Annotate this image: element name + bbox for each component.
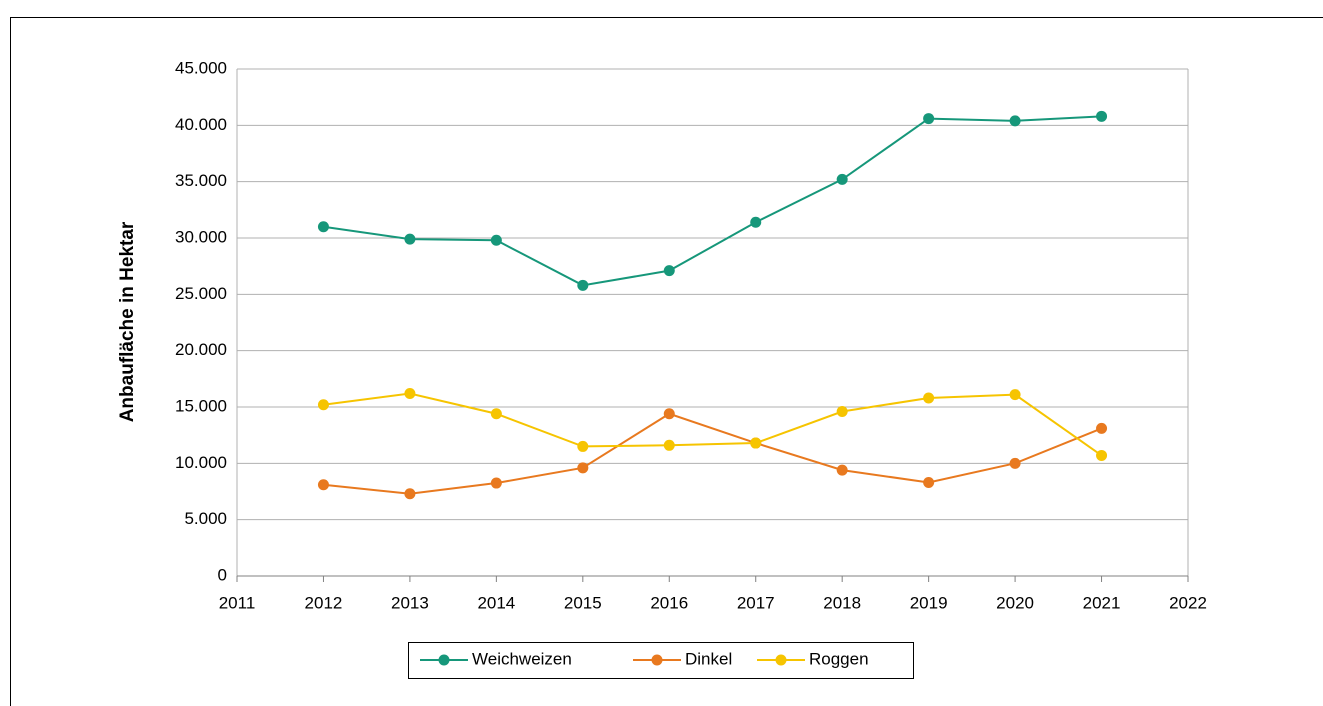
point	[663, 439, 675, 451]
point	[923, 113, 935, 125]
point	[663, 265, 675, 277]
point	[404, 387, 416, 399]
point	[1096, 422, 1108, 434]
y-tick-label: 5.000	[184, 509, 227, 528]
x-tick-label: 2012	[305, 593, 343, 612]
point	[1096, 449, 1108, 461]
x-tick-label: 2014	[477, 593, 515, 612]
x-tick-label: 2021	[1083, 593, 1121, 612]
point	[317, 479, 329, 491]
point	[923, 476, 935, 488]
point	[490, 477, 502, 489]
y-tick-label: 45.000	[175, 58, 227, 77]
legend-label: Weichweizen	[472, 649, 572, 668]
y-axis-label: Anbaufläche in Hektar	[117, 221, 138, 422]
y-tick-label: 0	[218, 565, 227, 584]
point	[1096, 110, 1108, 122]
series-line	[323, 392, 1103, 457]
point	[836, 464, 848, 476]
y-tick-label: 30.000	[175, 227, 227, 246]
point	[490, 408, 502, 420]
point	[490, 234, 502, 246]
point	[663, 408, 675, 420]
x-tick-label: 2018	[823, 593, 861, 612]
series-line	[323, 115, 1102, 287]
point	[750, 216, 762, 228]
point	[923, 392, 935, 404]
point	[750, 437, 762, 449]
point	[1009, 389, 1021, 401]
x-tick-label: 2011	[219, 593, 256, 612]
x-tick-label: 2016	[650, 593, 688, 612]
point	[404, 488, 416, 500]
point	[404, 233, 416, 245]
y-tick-label: 35.000	[175, 171, 227, 190]
y-tick-label: 40.000	[175, 115, 227, 134]
legend-marker	[438, 654, 450, 666]
y-tick-label: 20.000	[175, 340, 227, 359]
x-tick-label: 2022	[1169, 593, 1207, 612]
x-tick-label: 2015	[564, 593, 602, 612]
point	[577, 440, 589, 452]
point	[577, 279, 589, 291]
legend-label: Dinkel	[685, 649, 732, 668]
x-tick-label: 2013	[391, 593, 429, 612]
point	[577, 462, 589, 474]
frame	[10, 17, 1323, 706]
series-line	[323, 412, 1102, 495]
x-tick-label: 2020	[996, 593, 1034, 612]
point	[317, 221, 329, 233]
legend-marker	[651, 654, 663, 666]
x-tick-label: 2019	[910, 593, 948, 612]
y-tick-label: 10.000	[175, 453, 227, 472]
point	[1009, 115, 1021, 127]
y-tick-label: 15.000	[175, 396, 227, 415]
y-tick-label: 25.000	[175, 284, 227, 303]
point	[317, 399, 329, 411]
legend-label: Roggen	[809, 649, 869, 668]
point	[836, 406, 848, 418]
point	[1009, 457, 1021, 469]
legend-marker	[775, 654, 787, 666]
point	[836, 173, 848, 185]
x-tick-label: 2017	[737, 593, 775, 612]
